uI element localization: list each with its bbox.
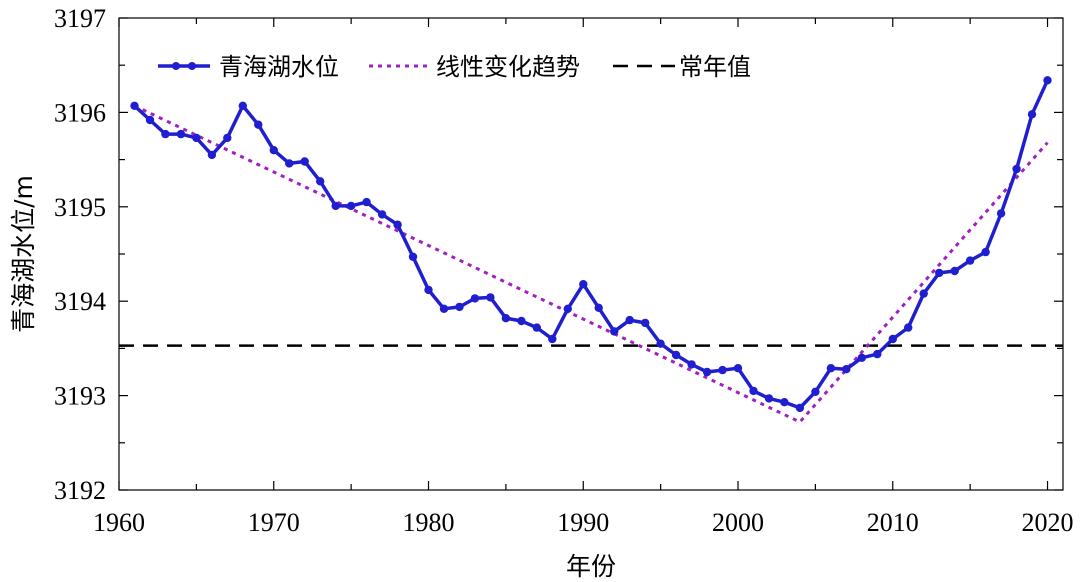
data-point-water-level xyxy=(207,150,217,160)
data-point-water-level xyxy=(842,365,851,374)
x-tick-label: 1980 xyxy=(403,508,455,537)
y-tick-label: 3193 xyxy=(54,382,106,411)
y-tick-label: 3196 xyxy=(54,98,106,127)
data-point-water-level xyxy=(439,304,449,313)
x-tick-label: 2000 xyxy=(712,508,764,537)
data-point-water-level xyxy=(935,268,944,278)
data-point-water-level xyxy=(486,293,495,302)
series-trend-line xyxy=(133,104,1049,424)
data-point-water-level xyxy=(346,201,356,211)
data-point-water-level xyxy=(764,394,774,403)
data-point-water-level xyxy=(1012,164,1021,174)
data-point-water-level xyxy=(996,209,1006,218)
data-point-water-level xyxy=(145,115,155,125)
data-point-water-level xyxy=(625,315,634,325)
data-point-water-level xyxy=(300,157,309,166)
data-point-water-level xyxy=(377,210,387,219)
data-point-water-level xyxy=(981,247,990,257)
data-point-water-level xyxy=(718,365,727,375)
data-point-water-level xyxy=(408,252,418,261)
x-tick-label: 1990 xyxy=(557,508,609,537)
axis-tick-labels: 1960 1970 1980 1990 2000 2010 2020 3192 3193 3194… xyxy=(54,4,1074,537)
data-point-water-level xyxy=(687,360,696,369)
data-point-water-level xyxy=(223,133,232,143)
data-point-water-level xyxy=(702,367,712,377)
data-point-water-level xyxy=(316,177,325,186)
data-point-water-level xyxy=(594,303,603,312)
data-point-water-level xyxy=(857,353,866,362)
data-point-water-level xyxy=(780,398,789,407)
data-point-water-level xyxy=(919,289,928,298)
data-point-water-level xyxy=(1027,110,1037,119)
legend-label-water-level: 青海湖水位 xyxy=(219,53,339,81)
legend-label-normal: 常年值 xyxy=(679,53,751,81)
x-tick-label: 1960 xyxy=(93,508,145,537)
data-point-water-level xyxy=(610,327,619,336)
data-point-water-level xyxy=(393,220,402,229)
data-point-water-level xyxy=(904,323,913,332)
data-point-water-level xyxy=(269,146,278,155)
data-point-water-level xyxy=(285,159,294,168)
data-point-water-level xyxy=(795,403,805,413)
data-point-water-level xyxy=(873,349,882,359)
y-tick-label: 3197 xyxy=(54,4,106,33)
legend: 青海湖水位 线性变化趋势 常年值 xyxy=(158,53,751,81)
data-point-water-level xyxy=(192,133,201,143)
data-point-water-level xyxy=(579,280,588,289)
data-point-water-level xyxy=(254,120,263,129)
legend-marker-water-level xyxy=(172,62,180,70)
y-axis-title: 青海湖水位/m xyxy=(9,175,38,333)
legend-marker-water-level xyxy=(188,62,196,70)
data-point-water-level xyxy=(965,256,975,265)
data-point-water-level xyxy=(1043,76,1052,85)
data-point-water-level xyxy=(749,386,758,396)
y-tick-label: 3195 xyxy=(54,193,106,222)
x-tick-label: 1970 xyxy=(248,508,300,537)
axis-ticks xyxy=(118,17,1063,491)
x-tick-label: 2010 xyxy=(867,508,919,537)
data-point-water-level xyxy=(176,129,186,139)
data-point-water-level xyxy=(888,334,897,344)
data-point-water-level xyxy=(470,294,480,303)
data-point-water-level xyxy=(517,316,526,326)
data-point-water-level xyxy=(950,266,959,276)
data-point-water-level xyxy=(811,387,820,396)
data-point-water-level xyxy=(563,304,572,313)
data-point-water-level xyxy=(656,339,665,348)
x-tick-label: 2020 xyxy=(1022,508,1074,537)
data-point-water-level xyxy=(424,285,433,295)
data-point-water-level xyxy=(826,364,836,373)
data-point-water-level xyxy=(362,197,371,207)
data-point-water-level xyxy=(455,302,464,312)
series-water-level-line xyxy=(133,79,1050,410)
data-point-water-level xyxy=(501,314,511,323)
y-tick-label: 3194 xyxy=(54,287,106,316)
data-point-water-level xyxy=(532,323,541,332)
y-tick-label: 3192 xyxy=(54,476,106,505)
data-point-water-level xyxy=(641,318,650,328)
data-point-water-level xyxy=(238,101,247,111)
data-point-water-level xyxy=(548,334,557,344)
x-axis-title: 年份 xyxy=(566,552,616,581)
legend-label-trend: 线性变化趋势 xyxy=(436,53,580,81)
data-series xyxy=(119,76,1063,424)
data-point-water-level xyxy=(161,129,170,139)
plot-frame xyxy=(118,17,1064,491)
data-point-water-level xyxy=(331,201,340,211)
data-point-water-level xyxy=(733,364,743,373)
data-point-water-level xyxy=(130,101,139,111)
data-point-water-level xyxy=(671,350,681,360)
